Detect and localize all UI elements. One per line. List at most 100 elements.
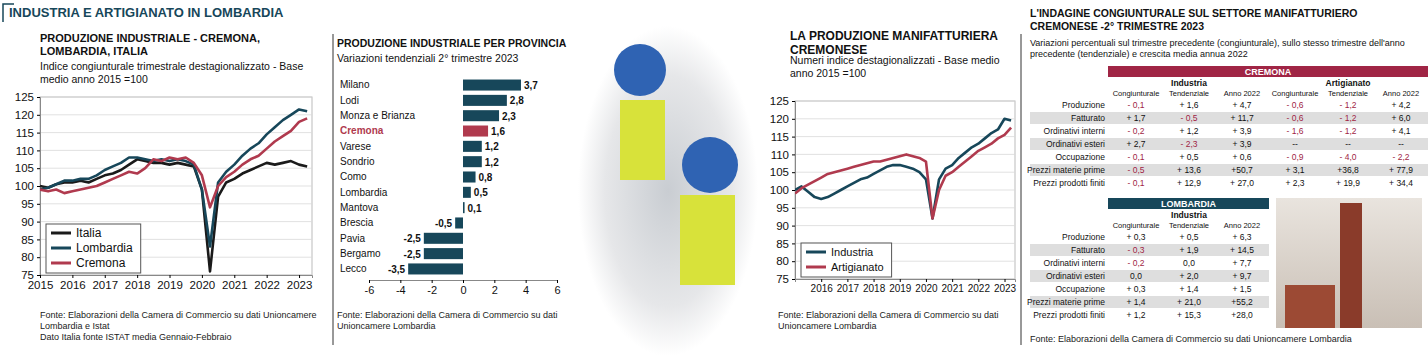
data-label: 2,8 <box>510 95 524 106</box>
tick-mark <box>369 280 370 283</box>
tick-label: 125 <box>770 95 789 107</box>
tick-mark <box>202 275 203 278</box>
table-cell: - 0,5 <box>1180 113 1197 123</box>
tick-mark <box>792 172 795 173</box>
text-line: medio anno 2015 =100 <box>40 73 148 85</box>
tick-label: 110 <box>16 145 34 157</box>
table-cell: + 1,7 <box>1126 113 1145 123</box>
table-cell: + 1,4 <box>1179 284 1198 294</box>
table-title: L'INDAGINE CONGIUNTURALE SUL SETTORE MAN… <box>1030 7 1357 32</box>
tick-label: 2022 <box>254 279 280 291</box>
data-label: 3,7 <box>524 80 538 91</box>
table-cell: - 0,1 <box>1127 178 1144 188</box>
row-label: Prezzi prodotti finiti <box>1033 310 1105 320</box>
tick: 2017 <box>837 279 860 294</box>
tick-label: 90 <box>776 220 789 232</box>
table-cell: + 3,9 <box>1232 126 1251 136</box>
chart-title: PRODUZIONE INDUSTRIALE - CREMONA,LOMBARD… <box>40 32 260 57</box>
group-header: Industria <box>1171 210 1207 220</box>
tick-mark <box>978 279 979 282</box>
plot-frame <box>795 101 1015 279</box>
tick-label: 6 <box>554 284 560 296</box>
table-cell: + 13,6 <box>1177 165 1201 175</box>
y-axis-line <box>792 102 796 280</box>
tick: 2018 <box>125 275 151 291</box>
tick-mark <box>792 261 795 262</box>
legend-swatch <box>51 247 71 250</box>
row-label: Ordinativi esteri <box>1046 139 1105 149</box>
tick-label: 2020 <box>190 279 216 291</box>
tick-label: Brescia <box>340 217 374 228</box>
tick-label: 80 <box>21 251 34 263</box>
tick-label: 120 <box>770 113 789 125</box>
text-line: CREMONESE -2° TRIMESTRE 2023 <box>1030 20 1204 32</box>
row-label: Ordinativi esteri <box>1046 271 1105 281</box>
grid-line <box>40 132 312 133</box>
tick: 2023 <box>287 275 313 291</box>
tick-mark <box>792 279 795 280</box>
table-cell: + 1,2 <box>1126 310 1145 320</box>
row-shading <box>1030 270 1269 282</box>
tick: 2019 <box>157 275 183 291</box>
tick: 2020 <box>190 275 216 291</box>
tick: Como <box>340 171 367 182</box>
column-header: Tendenziale <box>1328 89 1368 98</box>
grid-line <box>795 118 1015 119</box>
text-line: Lombardia e Istat <box>40 321 110 331</box>
tick: 2018 <box>863 279 886 294</box>
tick: 2022 <box>254 275 280 291</box>
table-cell: + 1,9 <box>1179 245 1198 255</box>
group-header: Artigianato <box>1326 78 1371 88</box>
table-cell: + 3,1 <box>1285 165 1304 175</box>
tick: 120 <box>15 109 40 121</box>
table-cell: + 1,4 <box>1126 297 1145 307</box>
table-cell: + 19,9 <box>1336 178 1360 188</box>
tick-label: 2021 <box>942 283 965 294</box>
table-cell: + 1,2 <box>1179 126 1198 136</box>
table-cell: - 0,6 <box>1286 113 1303 123</box>
text-line: precedente (tendenziale) e crescita medi… <box>1030 49 1248 59</box>
row-shading <box>1030 138 1428 150</box>
legend-label: Industria <box>831 246 874 258</box>
tick: 115 <box>16 127 40 139</box>
tick-label: 2019 <box>889 283 912 294</box>
data-label: -0,5 <box>435 218 453 229</box>
bar <box>463 80 521 91</box>
text-line: Variazioni tendenziali 2° trimestre 2023 <box>337 52 519 64</box>
x-axis-line <box>796 280 1016 283</box>
tick-mark <box>847 279 848 282</box>
table-cell: + 0,6 <box>1232 152 1251 162</box>
column-header: Tendenziale <box>1169 221 1209 230</box>
text-line: Unioncamere Lombardia <box>337 321 436 331</box>
tick-mark <box>137 275 138 278</box>
data-label: 0,5 <box>474 187 488 198</box>
table-cell: -- <box>1345 139 1351 149</box>
group-header: Industria <box>1171 78 1207 88</box>
source-note: Dato Italia fonte ISTAT media Gennaio-Fe… <box>40 332 232 342</box>
row-label: Prezzi prodotti finiti <box>1033 178 1105 188</box>
table-cell: - 0,1 <box>1127 152 1144 162</box>
tick-mark <box>234 275 235 278</box>
x-axis: 20162017201820192020202120222023 <box>796 279 1017 294</box>
grid-line <box>40 97 312 98</box>
row-label: Occupazione <box>1055 284 1105 294</box>
tick-mark <box>170 275 171 278</box>
bar <box>424 233 463 244</box>
tick-label: 115 <box>771 131 789 143</box>
table-cell: - 0,9 <box>1286 152 1303 162</box>
table-cell: + 0,3 <box>1126 284 1145 294</box>
source-note: Fonte: Elaborazioni della Camera di Comm… <box>40 310 317 331</box>
infographic: INDUSTRIA E ARTIGIANATO IN LOMBARDIAPROD… <box>0 0 1428 358</box>
row-label: Ordinativi interni <box>1044 126 1106 136</box>
tick-mark <box>37 186 40 187</box>
bar <box>408 263 463 274</box>
tick-label: -2 <box>427 284 437 296</box>
tick: Lodi <box>340 95 359 106</box>
series-line <box>795 128 1011 219</box>
table-cell: - 1,2 <box>1339 126 1356 136</box>
legend-label: Lombardia <box>76 241 133 255</box>
table-cell: + 34,4 <box>1389 178 1413 188</box>
table-cell: - 0,3 <box>1127 245 1144 255</box>
tick-mark <box>105 275 106 278</box>
x-axis-line <box>41 276 313 279</box>
